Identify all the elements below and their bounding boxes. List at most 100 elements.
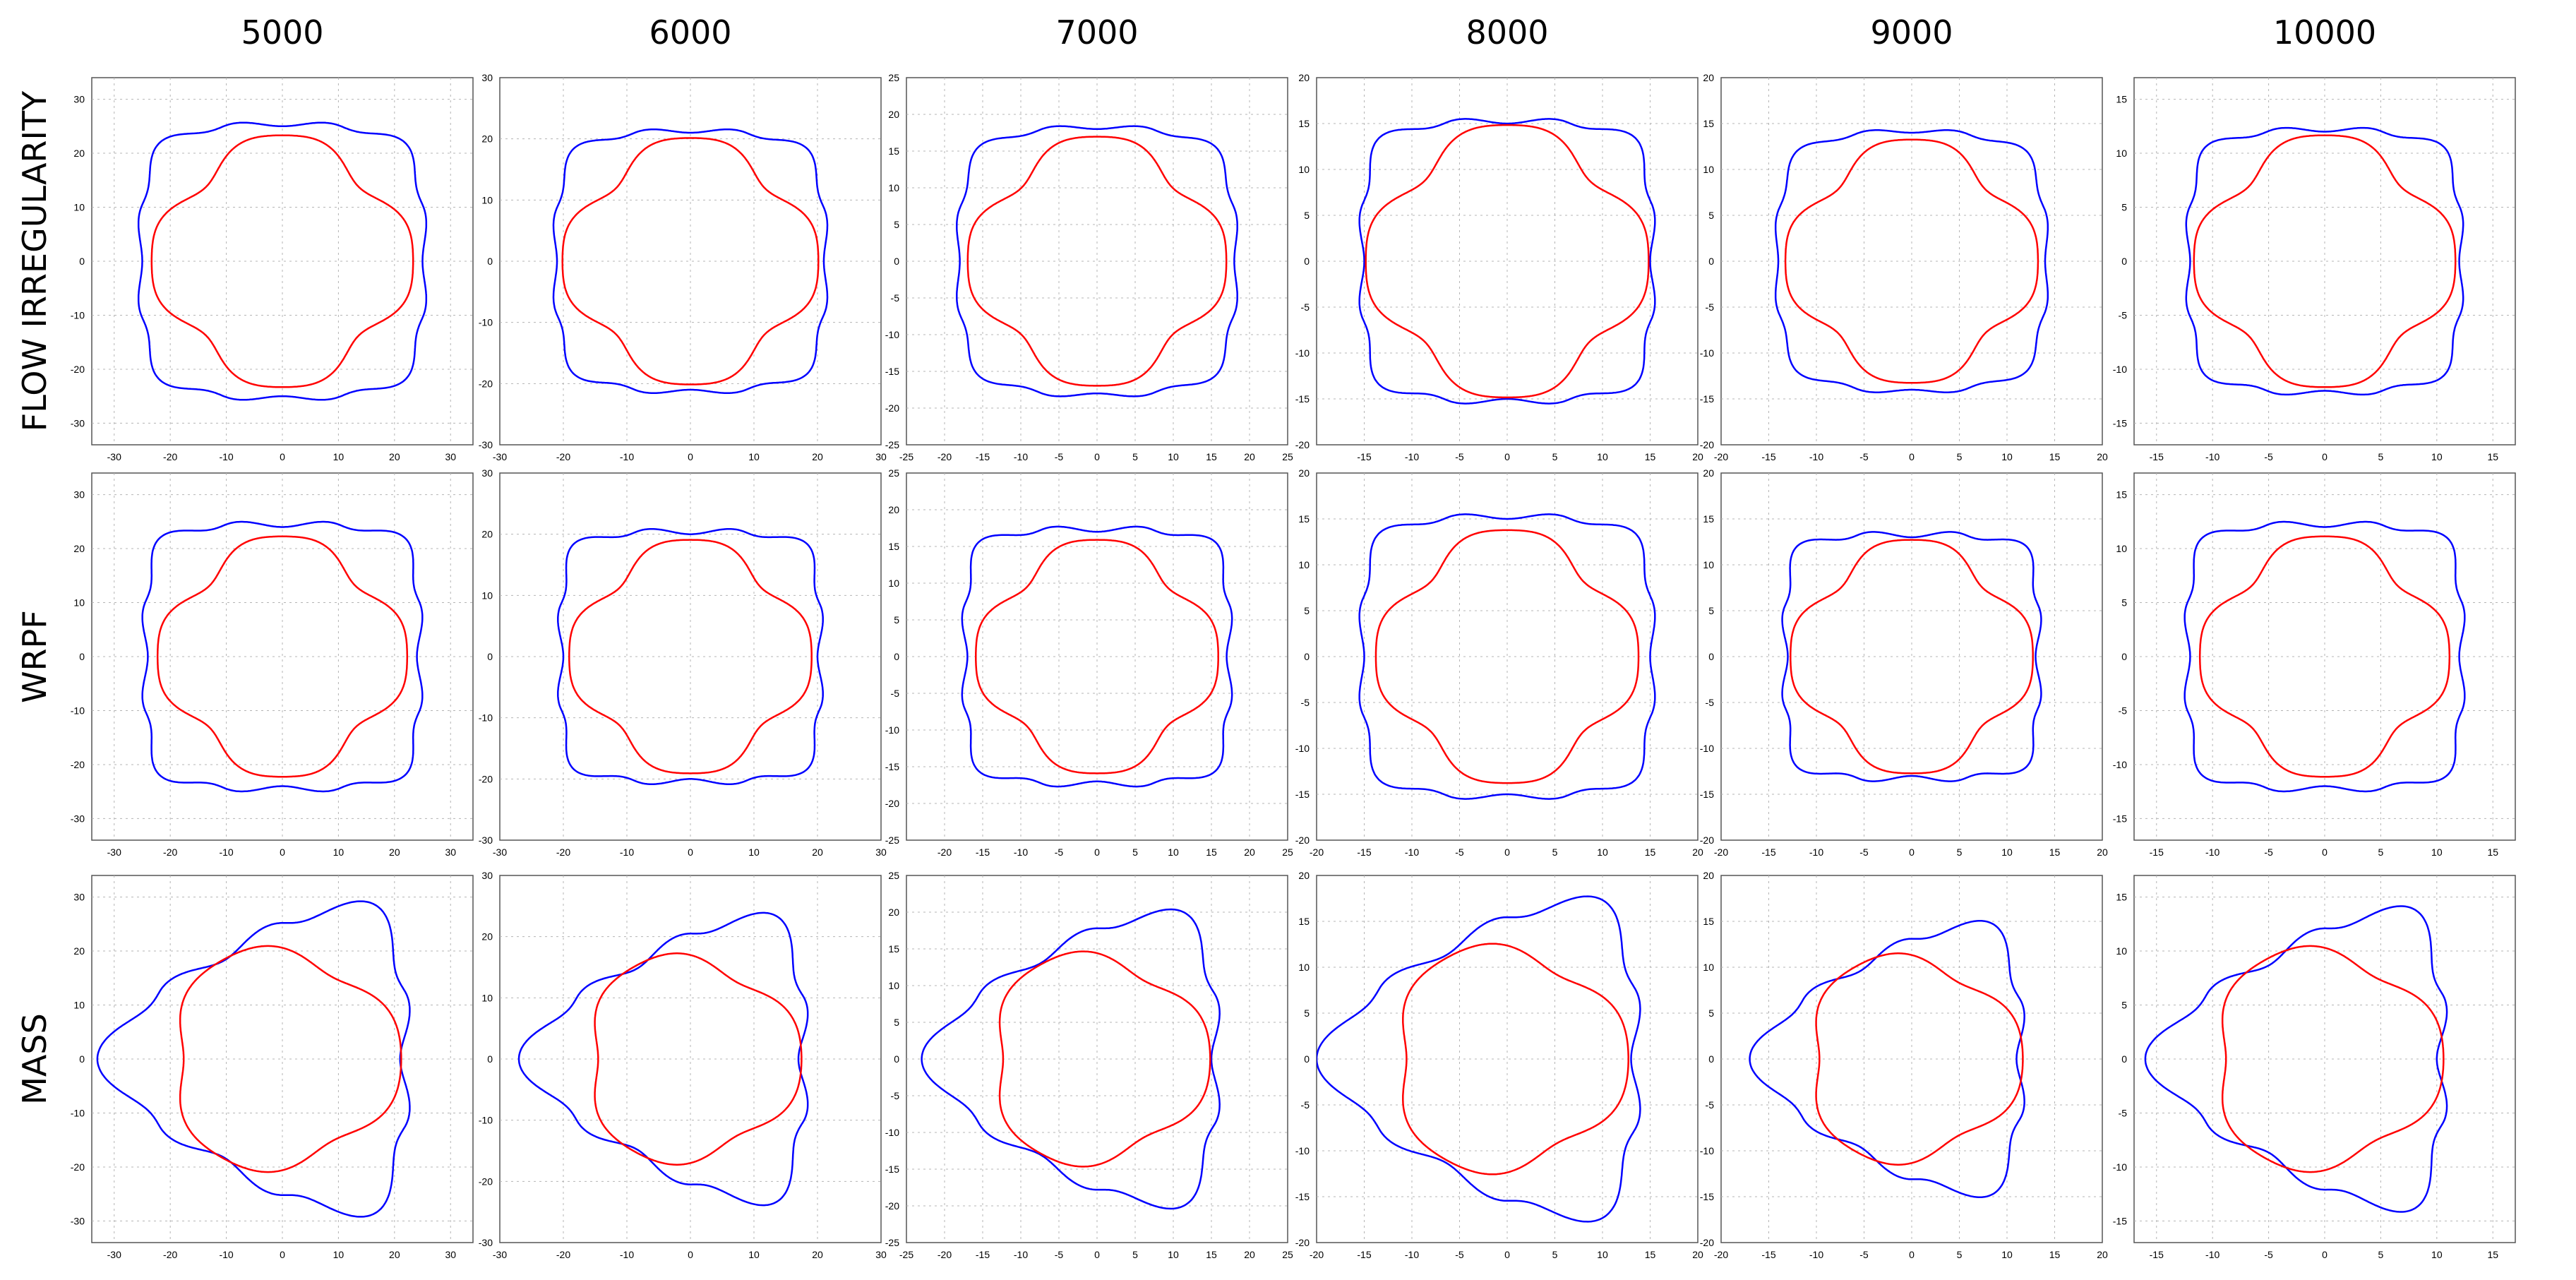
y-tick-label: -15 [1700,393,1714,405]
x-tick-label: -5 [1055,847,1064,858]
y-tick-label: 10 [2116,543,2127,554]
x-tick-label: 15 [1206,451,1217,462]
x-tick-label: -5 [1055,451,1064,462]
y-tick-label: 20 [73,543,85,554]
y-tick-label: 10 [481,194,493,205]
x-tick-label: -5 [1055,1249,1064,1260]
y-tick-label: -20 [1295,1237,1310,1248]
x-tick-label: 10 [1168,847,1179,858]
y-tick-label: 0 [1708,651,1714,662]
y-tick-label: -20 [1700,835,1714,846]
x-tick-label: 15 [1645,1249,1656,1260]
y-tick-label: -20 [1295,439,1310,450]
x-tick-label: 5 [1552,451,1558,462]
x-tick-label: -5 [2264,1249,2273,1260]
x-tick-label: 10 [333,451,345,462]
x-tick-label: -10 [219,847,233,858]
x-tick-label: -10 [1809,1249,1823,1260]
y-tick-label: -10 [2113,759,2127,770]
y-tick-label: 10 [73,597,85,609]
x-tick-label: 5 [2378,1249,2384,1260]
x-tick-label: 25 [1282,1249,1293,1260]
x-tick-label: 20 [1244,847,1255,858]
x-tick-label: 20 [812,847,823,858]
x-tick-label: 10 [333,847,345,858]
y-tick-label: 0 [487,651,493,662]
outer-profile-line [137,121,428,401]
x-tick-label: -15 [976,847,990,858]
x-tick-label: 20 [812,451,823,462]
y-tick-label: 5 [1304,605,1310,616]
inner-profile-line [1402,943,1629,1176]
y-tick-label: 0 [487,1053,493,1065]
inner-profile-line [156,535,409,778]
y-tick-label: -15 [1295,1191,1310,1202]
y-tick-label: 10 [888,182,899,193]
x-tick-label: 30 [875,451,887,462]
outer-profile-line [1358,513,1656,800]
y-tick-label: 5 [2121,202,2127,213]
x-tick-label: 10 [1168,451,1179,462]
x-tick-label: -20 [937,1249,952,1260]
x-tick-label: -10 [1405,1249,1419,1260]
x-tick-label: 15 [1206,1249,1217,1260]
y-tick-label: -15 [1295,789,1310,800]
x-tick-label: -10 [620,847,634,858]
inner-profile-line [1784,138,2039,384]
y-tick-label: 30 [73,489,85,501]
x-tick-label: 20 [1244,451,1255,462]
panel-flow-irregularity-7000: -25 -20 -15 -10 -5 0 5 10 15 20 25 -25 -20 -15 -10 -5 0 5… [885,72,1293,462]
x-tick-label: 20 [1244,1249,1255,1260]
y-tick-label: 0 [487,256,493,267]
outer-profile-line [517,911,809,1207]
x-tick-label: 0 [1094,1249,1100,1260]
inner-profile-line [2193,134,2457,388]
column-title-8000: 8000 [1466,13,1548,52]
outer-profile-line [2185,126,2464,396]
y-tick-label: 10 [888,578,899,589]
y-tick-label: -25 [885,835,899,846]
y-tick-label: -25 [885,1237,899,1248]
x-tick-label: -20 [1310,847,1324,858]
outer-profile-line [956,125,1238,397]
y-tick-label: 10 [73,202,85,213]
x-tick-label: 25 [1282,847,1293,858]
x-tick-label: 15 [1206,847,1217,858]
y-tick-label: -10 [1700,743,1714,754]
y-tick-label: 20 [1298,72,1310,83]
panel-flow-irregularity-6000: -30 -20 -10 0 10 20 30 -30 -20 -10 0 10 20 30 [479,72,887,462]
outer-profile-line [921,908,1221,1210]
x-tick-label: 10 [748,847,760,858]
x-tick-label: 0 [1504,451,1510,462]
inner-profile-line [1374,529,1640,784]
x-tick-label: 0 [1909,847,1915,858]
outer-profile-line [552,128,829,395]
x-tick-label: -15 [1761,1249,1775,1260]
y-tick-label: -20 [1700,1237,1714,1248]
y-tick-label: -5 [1301,697,1310,708]
x-tick-label: 0 [1909,451,1915,462]
y-tick-label: 20 [1703,467,1714,479]
outer-profile-line [96,900,411,1218]
y-tick-label: 10 [73,1000,85,1011]
y-tick-label: -30 [71,1215,85,1226]
y-tick-label: -10 [2113,364,2127,375]
x-tick-label: -10 [2205,1249,2219,1260]
y-tick-label: -5 [891,688,900,699]
y-tick-label: 20 [888,109,899,120]
y-tick-label: 30 [73,94,85,105]
x-tick-label: -10 [620,1249,634,1260]
y-tick-label: 30 [481,467,493,479]
x-tick-label: -25 [899,1249,913,1260]
inner-profile-line [568,539,813,774]
panel-mass-10000: -15 -10 -5 0 5 10 15 -15 -10 -5 0 5 10 15 [2113,875,2516,1260]
y-tick-label: -15 [885,1164,899,1175]
x-tick-label: -10 [1405,451,1419,462]
x-tick-label: 30 [445,451,456,462]
y-tick-label: 20 [1298,870,1310,881]
x-tick-label: 10 [1597,847,1608,858]
y-tick-label: 20 [1298,467,1310,479]
panel-mass-8000: -20 -15 -10 -5 0 5 10 15 20 -20 -15 -10 -5 0 5 10 15 20 [1295,870,1703,1260]
y-tick-label: 20 [73,945,85,957]
x-tick-label: -5 [2264,847,2273,858]
